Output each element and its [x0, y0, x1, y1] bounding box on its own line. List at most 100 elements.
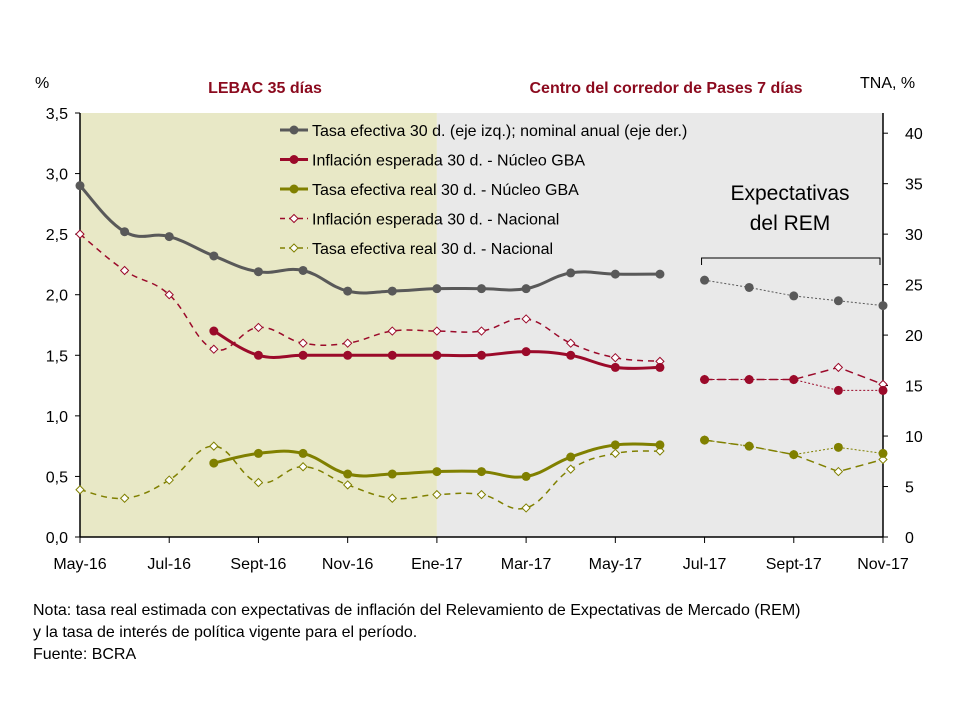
- x-tick-label: May-16: [53, 556, 106, 573]
- data-point: [164, 290, 174, 300]
- data-point: [521, 503, 531, 513]
- data-point: [878, 385, 888, 395]
- data-point: [610, 448, 621, 459]
- legend-entry-2: Tasa efectiva real 30 d. - Núcleo GBA: [312, 182, 579, 199]
- data-point: [521, 471, 531, 481]
- data-point: [120, 227, 130, 237]
- y-tick-label: 3,0: [46, 167, 68, 184]
- series-line-4: [79, 445, 660, 510]
- data-point: [164, 232, 174, 242]
- data-point: [610, 269, 620, 279]
- data-point: [655, 269, 665, 279]
- data-point: [298, 448, 308, 458]
- region-background-1: [436, 113, 883, 537]
- data-point: [610, 440, 620, 450]
- y-tick-label: 0,5: [46, 469, 68, 486]
- data-point: [833, 362, 844, 373]
- x-tick-label: Nov-17: [857, 556, 909, 573]
- data-point: [700, 435, 710, 445]
- y2-tick-label: 30: [905, 227, 923, 244]
- data-point: [298, 350, 308, 360]
- data-point: [253, 350, 263, 360]
- data-point: [744, 282, 754, 292]
- data-point: [744, 375, 754, 385]
- data-point: [700, 275, 710, 285]
- data-point: [833, 442, 843, 452]
- y2-tick-label: 15: [905, 379, 923, 396]
- data-point: [253, 477, 264, 488]
- data-point: [521, 284, 531, 294]
- data-point: [477, 284, 486, 294]
- data-point: [566, 464, 576, 474]
- x-tick-label: Nov-16: [322, 556, 374, 573]
- y-tick-label: 0,0: [46, 530, 68, 547]
- data-point: [343, 469, 353, 479]
- data-point: [833, 296, 843, 306]
- series-line-3: [79, 233, 661, 363]
- data-point: [878, 454, 888, 465]
- data-point: [289, 155, 299, 164]
- data-point: [744, 441, 754, 451]
- data-point: [789, 375, 799, 385]
- data-point: [566, 350, 576, 360]
- x-tick-label: Sept-16: [230, 556, 286, 573]
- chart-note: Nota: tasa real estimada con expectativa…: [33, 600, 943, 666]
- data-point: [476, 326, 487, 336]
- y2-tick-label: 5: [905, 480, 914, 497]
- data-point: [476, 489, 487, 500]
- data-point: [878, 448, 888, 458]
- line-chart: LEBAC 35 días Centro del corredor de Pase…: [35, 75, 923, 573]
- legend-entry-0: Tasa efectiva 30 d. (eje izq.); nominal …: [312, 123, 687, 140]
- data-point: [342, 338, 353, 348]
- data-point: [432, 350, 442, 360]
- data-point: [343, 350, 353, 360]
- data-point: [387, 350, 397, 360]
- note-line-1: Nota: tasa real estimada con expectativa…: [33, 602, 801, 619]
- x-tick-label: Mar-17: [501, 556, 552, 573]
- region-label-0: LEBAC 35 días: [208, 80, 322, 97]
- data-point: [75, 229, 85, 239]
- right-axis-label: TNA, %: [860, 75, 915, 92]
- legend-entry-3: Inflación esperada 30 d. - Nacional: [312, 212, 559, 229]
- data-point: [432, 284, 442, 294]
- data-point: [655, 440, 665, 450]
- data-point: [521, 347, 531, 357]
- data-point: [289, 213, 299, 224]
- data-point: [75, 485, 85, 495]
- data-point: [209, 326, 219, 336]
- data-point: [566, 338, 576, 348]
- y2-tick-label: 35: [905, 177, 923, 194]
- data-point: [566, 452, 576, 462]
- x-tick-label: Ene-17: [411, 556, 463, 573]
- y2-tick-label: 10: [905, 429, 923, 446]
- data-point: [655, 446, 665, 456]
- note-line-2: y la tasa de interés de política vigente…: [33, 624, 418, 641]
- y-tick-label: 3,5: [46, 106, 68, 123]
- data-point: [119, 265, 130, 276]
- y2-tick-label: 25: [905, 278, 923, 295]
- x-tick-label: Sept-17: [766, 556, 822, 573]
- y-tick-label: 2,5: [46, 227, 68, 244]
- data-point: [253, 322, 264, 333]
- data-point: [387, 286, 397, 296]
- left-axis-label: %: [35, 75, 49, 92]
- data-point: [789, 450, 799, 460]
- data-point: [566, 268, 576, 278]
- data-point: [432, 489, 442, 500]
- data-point: [387, 326, 397, 336]
- data-point: [655, 362, 665, 372]
- legend-entry-1: Inflación esperada 30 d. - Núcleo GBA: [312, 153, 585, 170]
- data-point: [387, 469, 397, 479]
- x-tick-label: Jul-17: [683, 556, 727, 573]
- legend-entry-4: Tasa efectiva real 30 d. - Nacional: [312, 241, 553, 258]
- data-point: [833, 466, 844, 477]
- data-point: [343, 286, 353, 296]
- y2-tick-label: 40: [905, 126, 923, 143]
- data-point: [610, 353, 621, 363]
- region-label-1: Centro del corredor de Pases 7 días: [530, 80, 803, 97]
- y-tick-label: 1,5: [46, 348, 68, 365]
- data-point: [610, 362, 620, 372]
- source: Fuente: BCRA: [33, 646, 137, 663]
- y-tick-label: 2,0: [46, 288, 68, 305]
- y2-tick-label: 20: [905, 328, 923, 345]
